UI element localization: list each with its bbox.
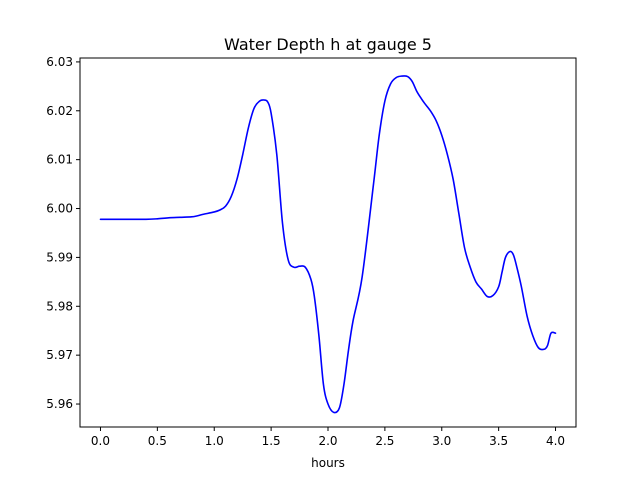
x-tick-label: 0.5 [148,434,167,448]
plot-area-frame [79,57,577,428]
y-tick-label: 5.96 [46,397,73,411]
x-tick-label: 2.5 [375,434,394,448]
x-tick-label: 2.0 [318,434,337,448]
x-tick-label: 4.0 [546,434,565,448]
y-tick-label: 6.00 [46,202,73,216]
series-layer [99,75,557,414]
y-tick-label: 6.02 [46,104,73,118]
y-tick-label: 6.01 [46,153,73,167]
x-tick-label: 1.0 [205,434,224,448]
ticks-layer: 0.0 0.5 1.0 1.5 2.0 2.5 3.0 3.5 4.0 5.96 5.97 5.98 5… [46,55,565,448]
series-line-0 [99,75,557,414]
x-tick-label: 3.0 [432,434,451,448]
y-tick-label: 5.98 [46,299,73,313]
x-tick-label: 1.5 [262,434,281,448]
y-tick-label: 5.99 [46,250,73,264]
x-tick-label: 0.0 [91,434,110,448]
chart-title: Water Depth h at gauge 5 [224,35,432,54]
y-tick-label: 6.03 [46,55,73,69]
x-tick-label: 3.5 [489,434,508,448]
plot-area-background [80,58,576,427]
x-axis-label: hours [311,456,345,470]
y-tick-label: 5.97 [46,348,73,362]
